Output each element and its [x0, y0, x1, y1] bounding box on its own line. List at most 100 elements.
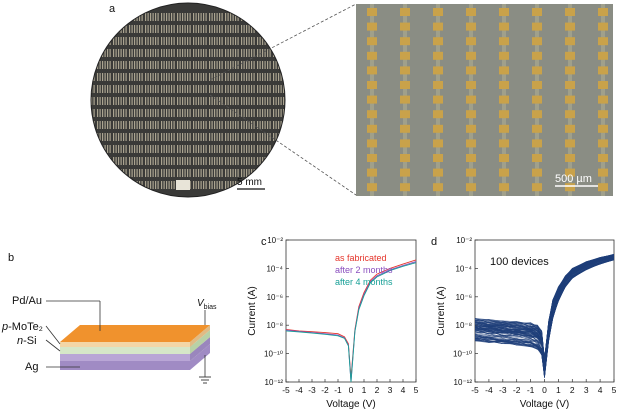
contact-pad — [532, 168, 542, 177]
mote2-layer-side — [190, 330, 210, 354]
contact-pad — [433, 183, 443, 192]
contact-pad — [400, 22, 410, 31]
contact-pad — [367, 110, 377, 119]
chart-c-xtick-label: 3 — [388, 385, 393, 395]
device-curve — [475, 254, 614, 361]
series-line-after-4-months — [286, 262, 416, 382]
device-curve — [475, 257, 614, 371]
contact-pad — [466, 8, 476, 16]
panel-b-letter: b — [8, 252, 14, 264]
device-curve — [475, 255, 614, 363]
device-curve — [475, 255, 614, 364]
device-curve — [475, 256, 614, 369]
chart-d-xlabel: Voltage (V) — [520, 399, 569, 410]
contact-pad — [433, 37, 443, 46]
device-curve — [475, 254, 614, 361]
device-curve — [475, 255, 614, 366]
contact-pad — [532, 81, 542, 89]
contact-pad — [400, 8, 410, 16]
chart-c-xtick-label: 2 — [375, 385, 380, 395]
chart-d-plot-area — [475, 253, 614, 378]
device-curve — [475, 255, 614, 364]
chart-c-ytick-label: 10⁻¹⁰ — [264, 350, 283, 359]
chart-d-ytick-label: 10⁻² — [456, 236, 472, 245]
wafer-device-array — [91, 10, 285, 190]
device-curve — [475, 254, 614, 361]
panel-d-letter: d — [431, 236, 437, 248]
mote2-layer-front — [60, 347, 190, 354]
chart-c-xlabel: Voltage (V) — [326, 399, 375, 410]
contact-pad — [565, 22, 575, 31]
contact-pad — [400, 124, 410, 133]
chart-c-ytick-label: 10⁻² — [267, 236, 283, 245]
device-curve — [475, 255, 614, 363]
device-curve — [475, 257, 614, 372]
device-curve — [475, 254, 614, 360]
chart-d-xtick-label: 1 — [556, 385, 561, 395]
device-curve — [475, 255, 614, 365]
contact-pad — [367, 66, 377, 75]
contact-pad — [598, 22, 608, 31]
chart-c-ylabel: Current (A) — [247, 286, 258, 335]
chart-d-ylabel: Current (A) — [436, 286, 447, 335]
contact-pad — [565, 37, 575, 46]
device-curve — [475, 256, 614, 368]
contact-pad — [532, 154, 542, 162]
contact-pad — [367, 37, 377, 46]
contact-pad — [499, 139, 509, 148]
zoom-scale-text: 500 µm — [555, 173, 592, 185]
wafer-photo — [90, 2, 286, 198]
device-curve — [475, 257, 614, 369]
bias-label: Vbias — [197, 298, 217, 311]
contact-pad — [598, 66, 608, 75]
device-curve — [475, 255, 614, 365]
contact-pad — [400, 139, 410, 148]
label-mote2-prefix: p — [1, 321, 8, 333]
pdau-layer-side — [190, 325, 210, 347]
ag-layer-side — [60, 344, 210, 370]
contact-pad — [466, 183, 476, 192]
contact-pad — [367, 8, 377, 16]
contact-pad — [400, 51, 410, 60]
device-curve — [475, 255, 614, 364]
device-curve — [475, 256, 614, 368]
contact-pad — [433, 8, 443, 16]
chart-d-xtick-label: -1 — [527, 385, 535, 395]
wafer-scale-text: 5 mm — [237, 177, 262, 188]
contact-pad — [532, 183, 542, 192]
contact-pad — [532, 8, 542, 16]
device-curve — [475, 254, 614, 361]
contact-pad — [433, 51, 443, 60]
device-curve — [475, 254, 614, 360]
chart-d-xtick-label: 4 — [598, 385, 603, 395]
contact-pad — [532, 22, 542, 31]
device-curve — [475, 257, 614, 371]
contact-pad — [598, 168, 608, 177]
contact-pad — [598, 8, 608, 16]
chart-c-xtick-label: -1 — [334, 385, 342, 395]
contact-pad — [565, 154, 575, 162]
contact-pad — [367, 22, 377, 31]
contact-pad — [499, 110, 509, 119]
device-curve — [475, 255, 614, 364]
device-curve — [475, 256, 614, 367]
device-curve — [475, 257, 614, 370]
device-curve — [475, 258, 614, 373]
device-curve — [475, 254, 614, 361]
device-curve — [475, 256, 614, 366]
contact-pad — [367, 139, 377, 148]
zoom-line-top — [209, 3, 357, 81]
device-curve — [475, 256, 614, 366]
chart-c-ytick-label: 10⁻¹² — [265, 378, 284, 387]
contact-pad — [466, 168, 476, 177]
device-stack — [60, 325, 210, 370]
label-si-material: -Si — [23, 335, 36, 347]
device-curve — [475, 255, 614, 363]
contact-pad — [565, 168, 575, 177]
device-curve — [475, 256, 614, 368]
device-curve — [475, 254, 614, 362]
device-curve — [475, 257, 614, 372]
zoom-line-bottom — [209, 94, 357, 196]
device-curve — [475, 255, 614, 365]
